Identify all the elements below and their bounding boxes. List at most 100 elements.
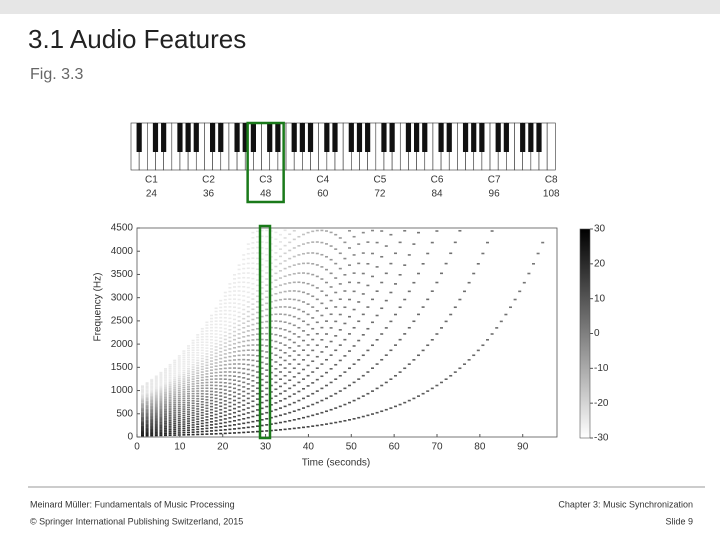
spectral-peak [173, 376, 177, 379]
spectral-peak [361, 354, 365, 357]
spectral-peak [205, 373, 209, 375]
spectral-peak [210, 363, 213, 365]
spectral-peak [214, 397, 218, 400]
spectral-peak [168, 376, 172, 379]
spectral-peak [145, 383, 149, 386]
spectral-peak [187, 415, 190, 418]
spectral-peak [164, 390, 167, 392]
spectral-peak [329, 381, 333, 384]
spectral-peak [200, 392, 204, 395]
spectral-peak [233, 314, 236, 317]
note-number: 84 [431, 189, 443, 200]
spectral-peak [274, 388, 278, 391]
spectral-peak [228, 409, 232, 412]
spectral-peak [260, 344, 264, 347]
spectral-peak [292, 393, 296, 395]
spectral-peak [242, 431, 246, 434]
spectral-peak [251, 405, 255, 408]
spectral-peak [325, 243, 328, 245]
spectral-peak [246, 378, 250, 380]
spectral-peak [173, 380, 177, 383]
spectral-peak [210, 393, 213, 396]
spectral-peak [141, 406, 144, 409]
spectral-peak [177, 359, 181, 361]
spectral-peak [260, 241, 264, 243]
spectral-peak [279, 363, 282, 366]
spectral-peak [274, 408, 278, 411]
spectral-peak [168, 412, 172, 415]
spectral-peak [187, 392, 190, 395]
spectral-peak [541, 241, 545, 244]
spectral-peak [210, 351, 213, 353]
spectral-peak [311, 230, 315, 233]
spectral-peak [458, 229, 462, 232]
spectral-peak [173, 388, 177, 390]
spectral-peak [297, 235, 301, 238]
spectral-peak [214, 307, 218, 310]
spectral-peak [154, 410, 158, 412]
spectral-peak [435, 384, 439, 387]
spectral-peak [279, 233, 282, 236]
spectral-peak [265, 260, 269, 262]
spectral-peak [297, 345, 301, 347]
spectral-peak [159, 395, 163, 398]
spectral-peak [168, 383, 172, 386]
spectral-peak [200, 371, 204, 373]
spectral-peak [251, 410, 255, 413]
spectral-peak [269, 320, 273, 322]
spectral-peak [196, 415, 200, 418]
spectral-peak [164, 427, 167, 430]
spectral-peak [141, 408, 144, 410]
spectral-peak [196, 359, 200, 362]
spectral-peak [320, 290, 324, 292]
spectral-peak [187, 354, 190, 356]
spectral-peak [292, 315, 296, 318]
y-tick-label: 1500 [111, 362, 134, 373]
spectral-peak [495, 327, 499, 329]
spectral-peak [338, 405, 342, 408]
spectral-peak [145, 407, 149, 410]
spectral-peak [265, 320, 269, 323]
spectral-peak [219, 388, 223, 391]
spectral-peak [164, 425, 167, 428]
spectral-peak [265, 326, 269, 329]
spectral-peak [398, 403, 402, 406]
spectral-peak [256, 230, 259, 233]
spectral-peak [187, 383, 190, 386]
spectral-peak [214, 429, 218, 432]
spectral-peak [352, 326, 356, 329]
spectral-peak [182, 386, 186, 389]
spectral-peak [288, 403, 292, 406]
spectral-peak [228, 397, 232, 400]
spectral-peak [315, 390, 319, 392]
spectral-peak [297, 381, 301, 384]
spectral-peak [159, 386, 163, 388]
black-key [136, 123, 142, 152]
spectral-peak [164, 402, 167, 404]
spectral-peak [228, 344, 232, 346]
spectral-peak [343, 338, 347, 341]
black-key [193, 123, 199, 152]
spectral-peak [145, 414, 149, 417]
spectral-peak [242, 276, 246, 279]
spectral-peak [223, 327, 227, 330]
spectral-peak [182, 382, 186, 385]
x-tick-label: 0 [134, 442, 140, 453]
spectral-peak [242, 349, 246, 352]
spectral-peak [283, 290, 287, 293]
spectral-peak [283, 397, 287, 400]
spectral-peak [417, 272, 420, 275]
spectral-peak [269, 346, 273, 348]
spectral-peak [168, 428, 172, 431]
spectral-peak [205, 390, 209, 392]
spectral-peak [150, 400, 154, 402]
spectral-peak [182, 388, 186, 391]
spectral-peak [380, 281, 384, 284]
spectral-peak [256, 257, 259, 260]
spectral-peak [251, 277, 255, 280]
spectral-peak [334, 378, 338, 380]
spectral-peak [223, 309, 227, 312]
spectral-peak [375, 387, 379, 390]
spectral-peak [205, 421, 209, 424]
black-key [365, 123, 371, 152]
